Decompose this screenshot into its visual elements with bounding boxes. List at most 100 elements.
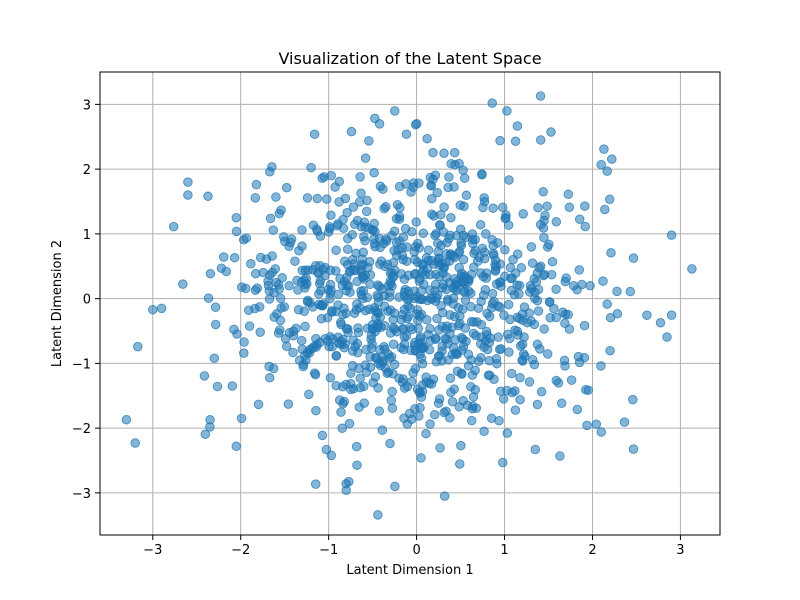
scatter-point: [133, 341, 143, 352]
scatter-point: [382, 259, 393, 270]
scatter-point: [495, 277, 506, 287]
scatter-point: [510, 136, 521, 146]
y-axis-label: Latent Dimension 2: [50, 240, 65, 367]
scatter-point: [293, 285, 303, 295]
scatter-point: [388, 314, 398, 325]
scatter-point: [352, 348, 363, 358]
scatter-point: [183, 177, 193, 187]
scatter-point: [535, 344, 545, 354]
scatter-point: [560, 318, 570, 329]
scatter-point: [373, 280, 383, 290]
scatter-point: [519, 332, 529, 342]
scatter-point: [298, 359, 309, 370]
scatter-point: [504, 347, 514, 357]
scatter-point: [507, 387, 517, 398]
scatter-point: [410, 363, 421, 374]
scatter-point: [386, 395, 397, 406]
scatter-point: [542, 242, 553, 252]
scatter-point: [356, 188, 366, 198]
scatter-point: [449, 147, 460, 158]
scatter-point: [596, 361, 606, 371]
scatter-point: [283, 399, 294, 409]
scatter-point: [479, 247, 490, 257]
scatter-point: [438, 227, 449, 237]
scatter-point: [488, 240, 498, 251]
scatter-point: [546, 127, 556, 137]
scatter-point: [288, 347, 298, 358]
scatter-point: [493, 332, 503, 342]
scatter-point: [398, 344, 409, 355]
scatter-point: [463, 361, 474, 371]
scatter-point: [274, 208, 285, 219]
scatter-point: [432, 187, 442, 198]
scatter-point: [453, 320, 464, 331]
scatter-point: [551, 284, 561, 294]
scatter-point: [317, 173, 327, 183]
scatter-point: [428, 147, 438, 158]
scatter-point: [267, 267, 278, 278]
scatter-point: [297, 225, 307, 235]
scatter-point: [296, 335, 307, 346]
scatter-point: [447, 396, 458, 407]
scatter-point: [533, 202, 543, 213]
scatter-point: [494, 344, 505, 355]
scatter-point: [358, 286, 369, 296]
scatter-point: [337, 280, 348, 291]
scatter-point: [348, 202, 359, 212]
scatter-point: [292, 275, 302, 286]
x-tick-label: 2: [588, 543, 596, 558]
scatter-point: [600, 204, 610, 215]
scatter-point: [410, 119, 421, 130]
scatter-point: [628, 253, 639, 263]
scatter-point: [551, 217, 562, 227]
scatter-point: [476, 352, 486, 363]
scatter-point: [250, 285, 261, 295]
scatter-point: [390, 106, 400, 116]
y-tick-label: 3: [83, 98, 91, 113]
scatter-point: [312, 193, 323, 204]
scatter-point: [383, 349, 393, 359]
scatter-point: [311, 405, 321, 416]
scatter-point: [401, 179, 411, 189]
scatter-point: [268, 225, 279, 235]
scatter-point: [336, 336, 346, 347]
scatter-point: [368, 324, 378, 335]
scatter-point: [449, 384, 459, 394]
scatter-point: [284, 241, 294, 252]
scatter-point: [309, 129, 320, 139]
scatter-point: [308, 302, 318, 312]
scatter-point: [200, 429, 211, 439]
scatter-point: [331, 245, 341, 255]
x-tick-label: −1: [319, 543, 338, 558]
scatter-point: [359, 398, 369, 408]
scatter-point: [311, 333, 321, 344]
scatter-point: [280, 334, 291, 344]
scatter-point: [347, 360, 358, 371]
scatter-point: [515, 372, 525, 383]
scatter-point: [361, 344, 371, 355]
y-tick-label: −2: [72, 422, 91, 437]
scatter-point: [520, 351, 530, 361]
scatter-point: [336, 407, 346, 417]
scatter-point: [244, 321, 255, 331]
scatter-point: [591, 419, 602, 429]
scatter-point: [310, 369, 321, 380]
scatter-point: [337, 423, 347, 433]
scatter-point: [555, 451, 565, 461]
scatter-point: [406, 187, 416, 197]
scatter-point: [317, 430, 328, 441]
scatter-point: [524, 377, 535, 387]
scatter-point: [518, 209, 528, 219]
scatter-point: [481, 229, 491, 239]
scatter-point: [553, 378, 564, 388]
scatter-point: [446, 212, 456, 223]
scatter-point: [480, 284, 491, 295]
scatter-point: [397, 250, 408, 260]
scatter-point: [322, 312, 333, 323]
scatter-point: [409, 247, 420, 257]
scatter-point: [306, 162, 316, 173]
scatter-point: [251, 179, 262, 190]
scatter-point: [336, 319, 346, 330]
scatter-point: [405, 303, 415, 313]
